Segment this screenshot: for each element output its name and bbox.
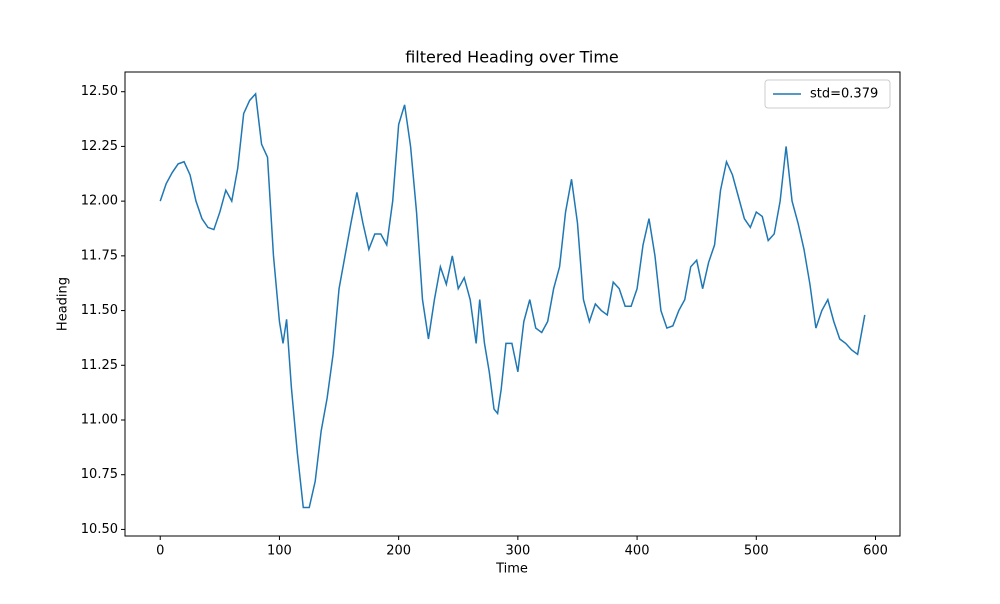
legend-label: std=0.379 xyxy=(810,87,878,102)
y-tick-label: 11.25 xyxy=(81,358,118,373)
x-tick-label: 300 xyxy=(505,544,530,559)
y-tick-label: 11.75 xyxy=(81,248,118,263)
plot-frame xyxy=(124,71,901,537)
x-axis-label: Time xyxy=(495,562,528,577)
y-tick-label: 11.50 xyxy=(81,303,118,318)
y-tick-label: 12.00 xyxy=(81,194,118,209)
legend-box xyxy=(764,79,891,109)
x-tick-label: 500 xyxy=(744,544,769,559)
x-tick-label: 0 xyxy=(156,544,164,559)
y-axis-label: Heading xyxy=(56,277,71,331)
x-tick-label: 100 xyxy=(267,544,292,559)
y-tick-label: 12.25 xyxy=(81,139,118,154)
x-tick-label: 600 xyxy=(863,544,888,559)
y-tick-label: 11.00 xyxy=(81,413,118,428)
data-line xyxy=(159,92,866,509)
x-tick-label: 400 xyxy=(625,544,650,559)
y-tick-label: 12.50 xyxy=(81,84,118,99)
y-tick-label: 10.50 xyxy=(81,522,118,537)
x-tick-label: 200 xyxy=(386,544,411,559)
y-tick-label: 10.75 xyxy=(81,467,118,482)
chart-title: filtered Heading over Time xyxy=(405,48,619,67)
